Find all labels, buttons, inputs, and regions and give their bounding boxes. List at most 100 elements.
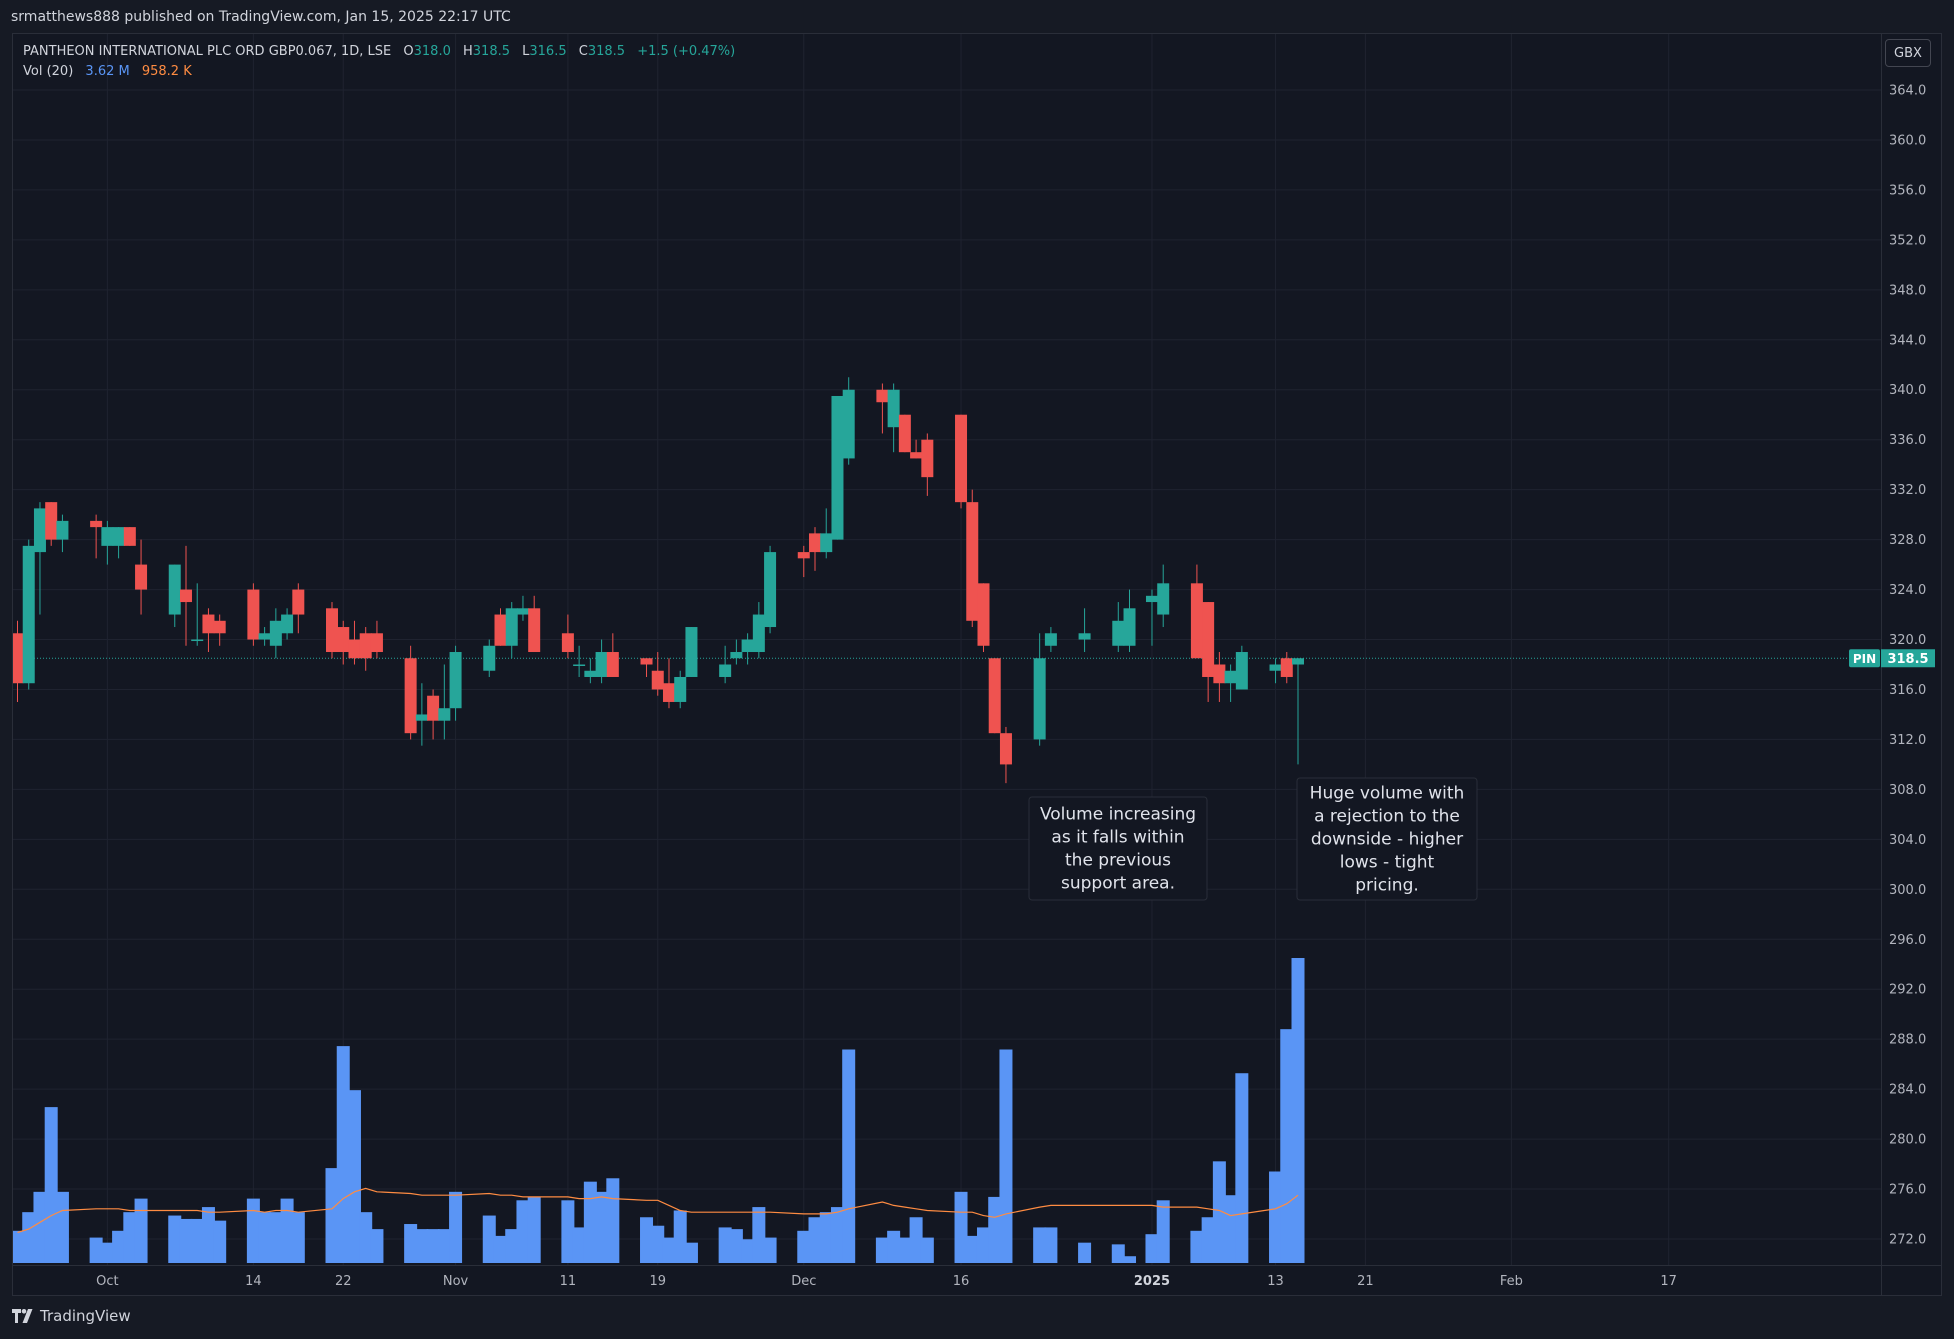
candle-body	[359, 633, 372, 659]
time-tick-label: 13	[1267, 1274, 1284, 1289]
candle-body	[427, 695, 440, 721]
price-tick-label: 312.0	[1889, 733, 1926, 748]
price-tick-label: 288.0	[1889, 1033, 1926, 1048]
price-tick-label: 272.0	[1889, 1233, 1926, 1248]
volume-bar	[280, 1198, 294, 1263]
candle-body	[1269, 664, 1282, 671]
candle-body	[988, 658, 1001, 734]
chart-pane[interactable]: 364.0 360.0 356.0 352.0 348.0 344.0 340.0 336.0…	[12, 33, 1942, 1296]
time-tick-label: 2025	[1134, 1274, 1170, 1289]
volume-bar	[33, 1191, 47, 1263]
price-tick-label: 348.0	[1889, 283, 1926, 298]
price-tick-label: 356.0	[1889, 183, 1926, 198]
volume-bar	[1156, 1200, 1170, 1263]
candle	[438, 664, 451, 740]
price-tick-label: 340.0	[1889, 383, 1926, 398]
candle	[494, 608, 507, 646]
candle-body	[752, 614, 765, 653]
candle-body	[797, 552, 810, 559]
volume-bar	[112, 1230, 126, 1263]
annotation-text-line: Volume increasing	[1040, 805, 1196, 825]
volume-bar	[516, 1200, 530, 1263]
candle	[56, 514, 69, 553]
volume-bar	[13, 1230, 24, 1263]
candle-body	[179, 589, 192, 603]
candle-body	[674, 676, 687, 702]
volume-bar	[347, 1090, 361, 1263]
candle	[112, 527, 125, 559]
volume-bar	[1212, 1161, 1226, 1263]
candle-body	[168, 564, 181, 615]
candle-body	[1280, 658, 1293, 677]
annotation-text-line: pricing.	[1355, 876, 1419, 896]
price-tick-label: 364.0	[1889, 84, 1926, 99]
candle-body	[483, 645, 496, 671]
candlestick-chart[interactable]: 364.0 360.0 356.0 352.0 348.0 344.0 340.0 336.0…	[13, 34, 1942, 1296]
candle-body	[370, 633, 383, 653]
volume-bar	[493, 1235, 507, 1263]
candle	[595, 639, 608, 684]
annotation-note: Huge volume with a rejection to the downsi…	[1296, 777, 1478, 901]
volume-bar	[875, 1237, 889, 1263]
candle-body	[112, 527, 125, 546]
candle-body	[247, 589, 260, 640]
candle	[247, 583, 260, 646]
annotation-text-line: as it falls within	[1051, 828, 1184, 848]
candle-body	[584, 670, 597, 677]
candle	[1280, 652, 1293, 684]
candle-body	[887, 389, 900, 428]
candle	[179, 545, 192, 646]
candle	[887, 383, 900, 453]
candle-body	[202, 614, 215, 634]
currency-button[interactable]: GBX	[1885, 39, 1931, 67]
candle-body	[741, 639, 754, 653]
candle	[45, 502, 58, 546]
candle	[348, 620, 361, 665]
candle	[449, 645, 462, 721]
candle	[1269, 658, 1282, 684]
tradingview-logo-icon	[12, 1309, 33, 1323]
volume-bar	[830, 1207, 844, 1263]
candle	[415, 683, 428, 746]
candle	[1292, 658, 1304, 765]
candle-body	[348, 639, 361, 659]
volume-bar	[842, 1049, 856, 1263]
annotation-text-line: Huge volume with	[1310, 784, 1465, 804]
candle-body	[1224, 670, 1237, 684]
candle-body	[135, 564, 148, 590]
high-value: 318.5	[472, 44, 510, 59]
annotation-text-line: support area.	[1061, 874, 1175, 894]
grid-lines	[13, 34, 1881, 1265]
volume-bar	[1224, 1195, 1238, 1263]
close-value: 318.5	[587, 44, 626, 59]
volume-row: Vol (20) 3.62 M 958.2 K	[23, 62, 735, 82]
open-value: 318.0	[413, 44, 451, 59]
volume-bar	[179, 1218, 193, 1263]
volume-bar	[920, 1237, 934, 1263]
candle-body	[651, 670, 664, 690]
candle	[258, 627, 271, 646]
candle	[292, 583, 305, 634]
tradingview-logo[interactable]: TradingView	[12, 1307, 131, 1325]
annotation-box	[1028, 796, 1208, 901]
annotation-text-line: a rejection to the	[1314, 807, 1460, 827]
volume-bar	[561, 1200, 575, 1263]
candle	[573, 645, 586, 677]
price-tick-label: 352.0	[1889, 233, 1926, 248]
candle	[370, 620, 383, 659]
candle	[404, 645, 417, 740]
last-price-tag: PIN 318.5	[1849, 649, 1935, 668]
candle	[988, 658, 1001, 734]
volume-bar	[190, 1218, 204, 1263]
candle	[191, 583, 204, 646]
volume-bar	[1280, 1029, 1294, 1263]
candle	[1235, 645, 1248, 690]
volume-bar	[505, 1229, 519, 1263]
candle-body	[719, 664, 732, 677]
candle	[662, 658, 675, 709]
volume-bar	[729, 1229, 743, 1263]
price-tick-label: 324.0	[1889, 583, 1926, 598]
low-label: L	[522, 44, 530, 59]
candle	[427, 689, 440, 740]
candle-body	[999, 733, 1012, 765]
